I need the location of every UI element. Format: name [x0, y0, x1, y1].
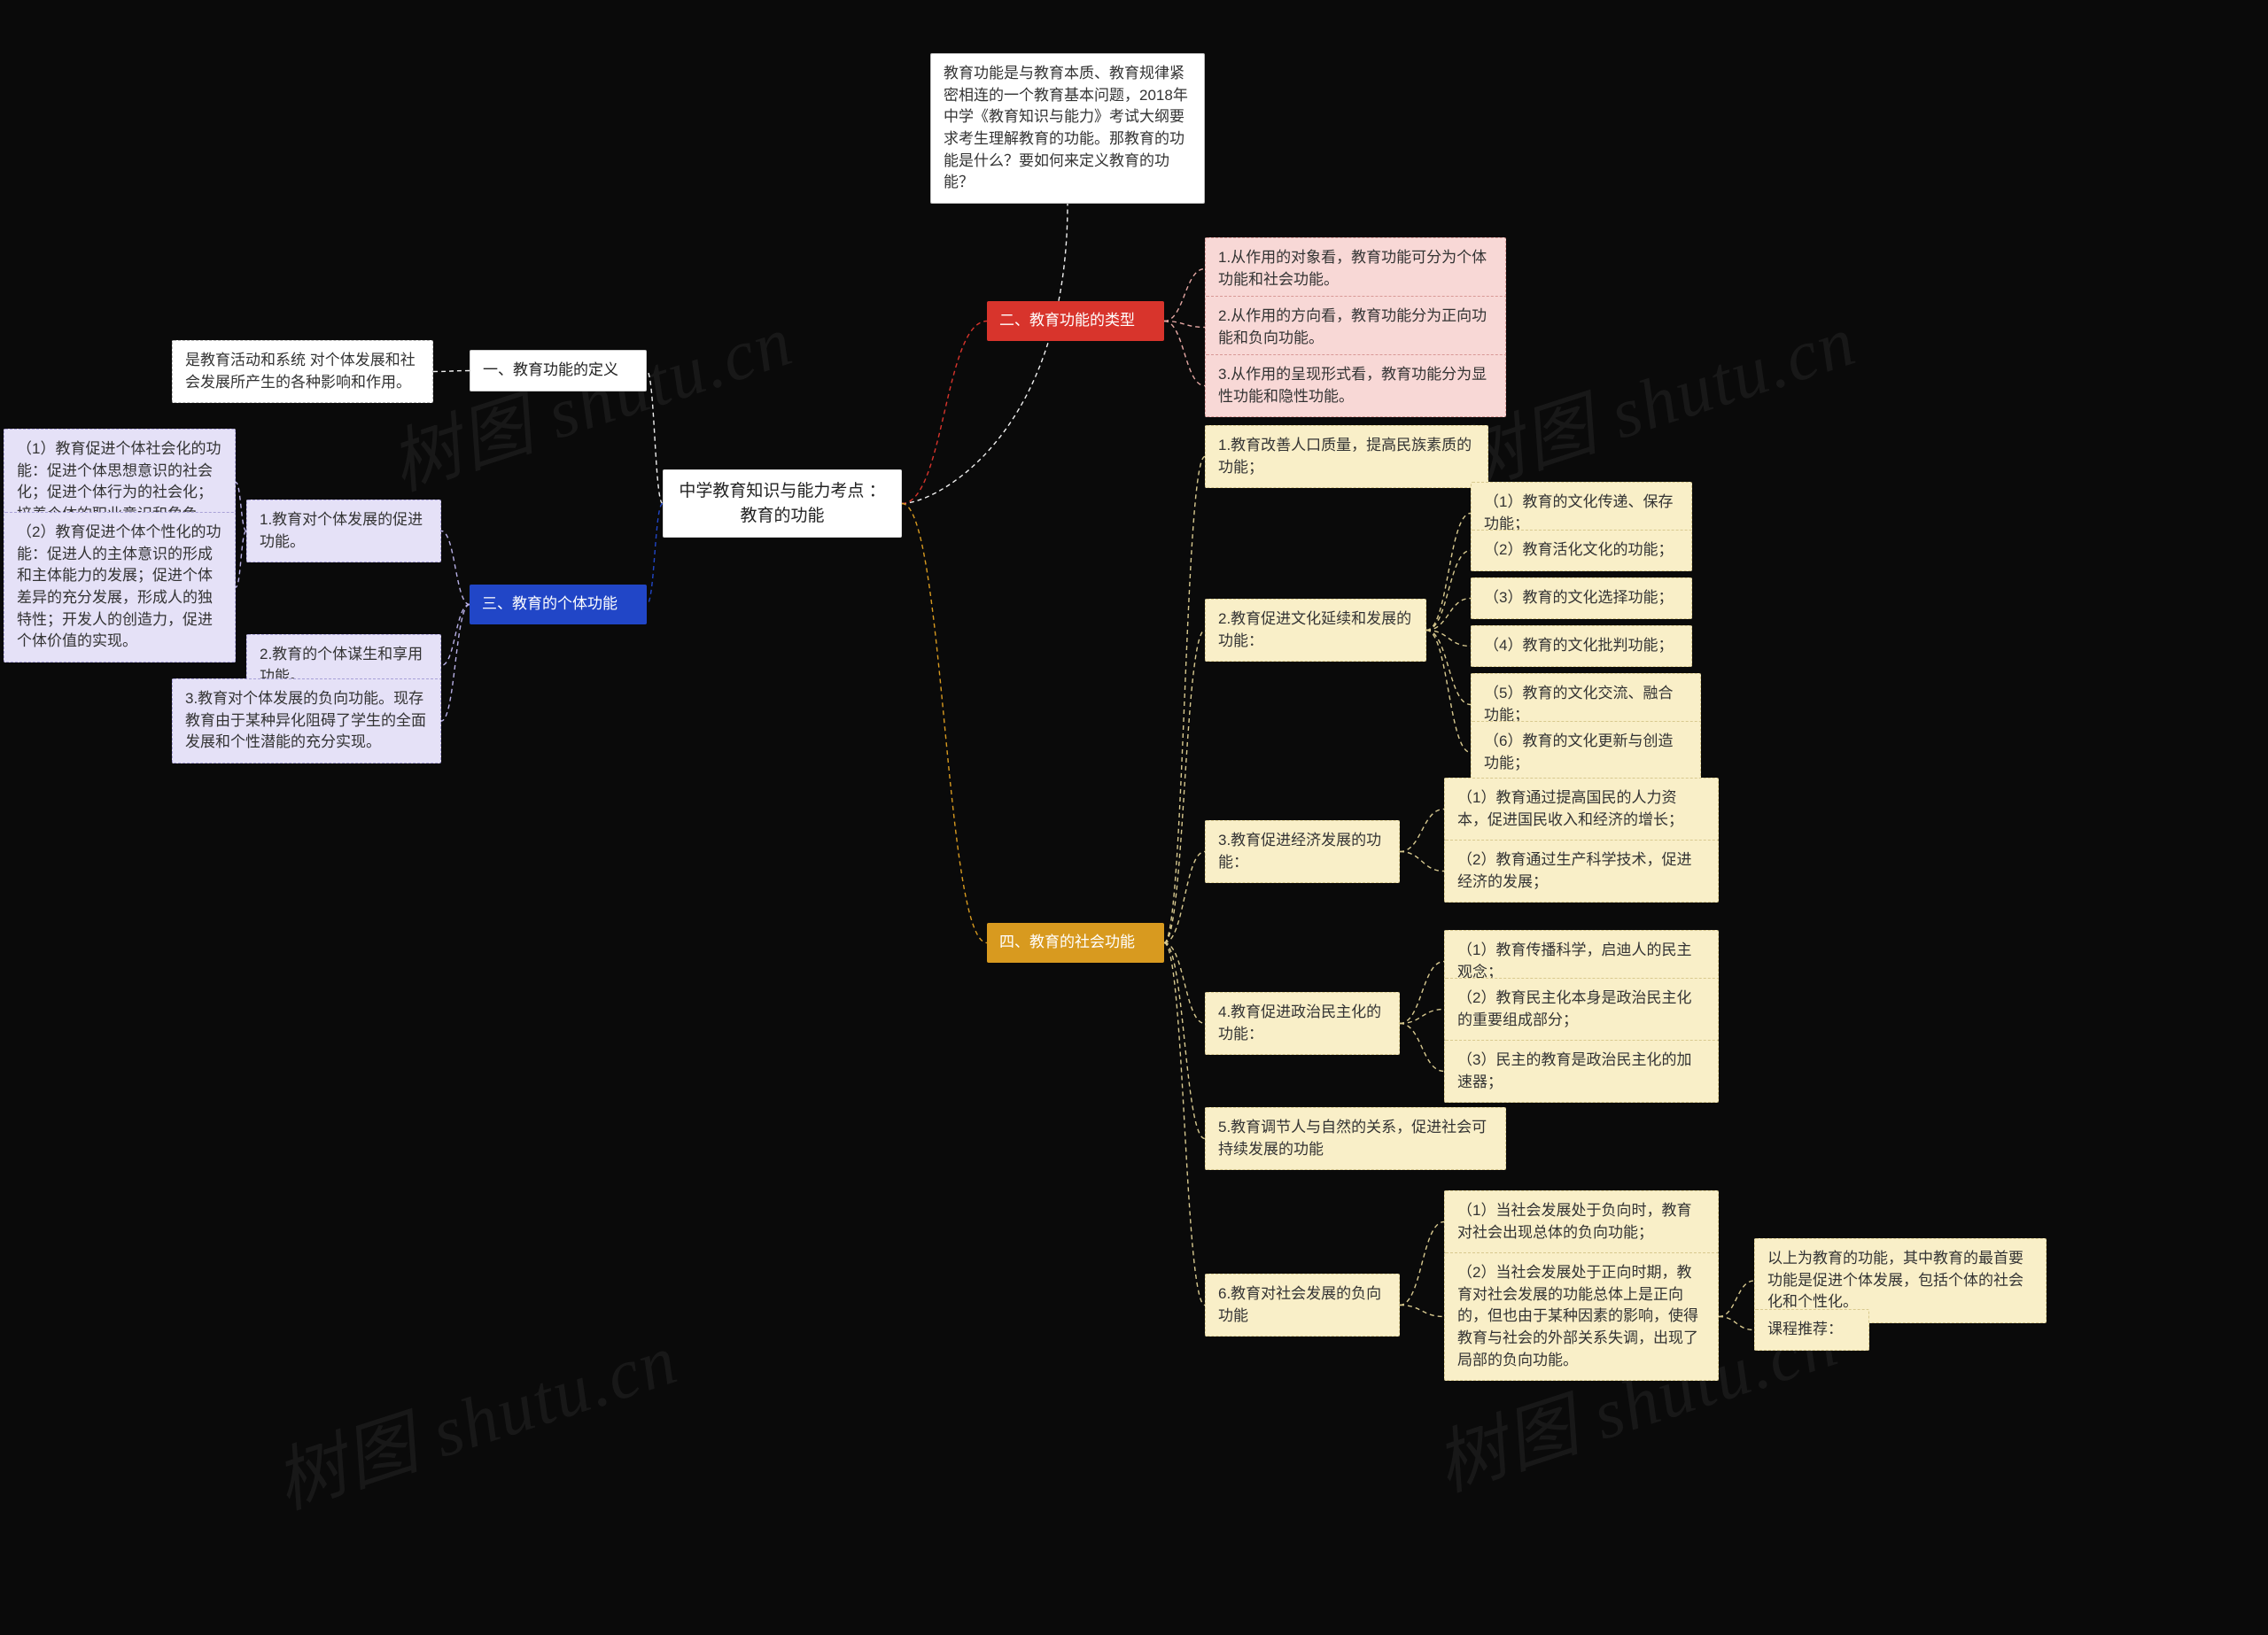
node-s4f2[interactable]: （2）当社会发展处于正向时期，教育对社会发展的功能总体上是正向的，但也由于某种因…: [1444, 1252, 1719, 1381]
edge-layer: [0, 0, 2268, 1635]
edge: [1164, 269, 1205, 322]
edge: [1719, 1281, 1754, 1317]
node-s2[interactable]: 二、教育功能的类型: [987, 301, 1164, 341]
edge: [236, 531, 246, 588]
edge: [1719, 1317, 1754, 1330]
node-s4[interactable]: 四、教育的社会功能: [987, 923, 1164, 963]
edge: [1426, 514, 1471, 631]
node-s4f2b[interactable]: 课程推荐：: [1754, 1309, 1869, 1351]
edge: [1400, 1306, 1444, 1317]
edge: [902, 504, 987, 943]
node-s4c1[interactable]: （1）教育通过提高国民的人力资本，促进国民收入和经济的增长；: [1444, 778, 1719, 841]
edge: [1164, 631, 1205, 943]
edge: [236, 483, 246, 531]
edge: [1400, 962, 1444, 1024]
edge: [1400, 852, 1444, 872]
node-s4a[interactable]: 1.教育改善人口质量，提高民族素质的功能；: [1205, 425, 1488, 488]
edge: [902, 204, 1068, 504]
edge: [1426, 551, 1471, 631]
edge: [1164, 322, 1205, 328]
node-s4c2[interactable]: （2）教育通过生产科学技术，促进经济的发展；: [1444, 840, 1719, 903]
edge: [1426, 631, 1471, 647]
edge: [647, 504, 663, 605]
node-s4b[interactable]: 2.教育促进文化延续和发展的功能：: [1205, 599, 1426, 662]
edge: [1426, 631, 1471, 705]
edge: [1400, 1010, 1444, 1024]
node-s4d[interactable]: 4.教育促进政治民主化的功能：: [1205, 992, 1400, 1055]
node-intro[interactable]: 教育功能是与教育本质、教育规律紧密相连的一个教育基本问题，2018年中学《教育知…: [930, 53, 1205, 204]
edge: [1164, 943, 1205, 1024]
node-s1a[interactable]: 是教育活动和系统 对个体发展和社会发展所产生的各种影响和作用。: [172, 340, 433, 403]
node-s3[interactable]: 三、教育的个体功能: [470, 585, 647, 624]
node-s3c[interactable]: 3.教育对个体发展的负向功能。现存教育由于某种异化阻碍了学生的全面发展和个性潜能…: [172, 678, 441, 763]
edge: [902, 322, 987, 504]
edge: [441, 605, 470, 666]
edge: [1164, 943, 1205, 1306]
edge: [1400, 1222, 1444, 1306]
node-s3a2[interactable]: （2）教育促进个体个性化的功能：促进人的主体意识的形成和主体能力的发展；促进个体…: [4, 512, 236, 663]
edge: [1164, 457, 1205, 943]
node-s2c[interactable]: 3.从作用的呈现形式看，教育功能分为显性功能和隐性功能。: [1205, 354, 1506, 417]
edge: [1164, 943, 1205, 1139]
node-s4d3[interactable]: （3）民主的教育是政治民主化的加速器；: [1444, 1040, 1719, 1103]
node-s4e[interactable]: 5.教育调节人与自然的关系，促进社会可持续发展的功能: [1205, 1107, 1506, 1170]
mindmap-canvas: 树图 shutu.cn树图 shutu.cn树图 shutu.cn树图 shut…: [0, 0, 2268, 1635]
node-s4d2[interactable]: （2）教育民主化本身是政治民主化的重要组成部分；: [1444, 978, 1719, 1041]
edge: [441, 531, 470, 605]
edge: [1400, 1024, 1444, 1072]
node-s3a[interactable]: 1.教育对个体发展的促进功能。: [246, 500, 441, 562]
node-s2a[interactable]: 1.从作用的对象看，教育功能可分为个体功能和社会功能。: [1205, 237, 1506, 300]
edge: [1164, 322, 1205, 386]
edge: [441, 605, 470, 722]
edge: [433, 371, 470, 372]
node-s4f1[interactable]: （1）当社会发展处于负向时，教育对社会出现总体的负向功能；: [1444, 1190, 1719, 1253]
edge: [1426, 631, 1471, 753]
edge: [647, 371, 663, 504]
node-root[interactable]: 中学教育知识与能力考点 ：教育的功能: [663, 469, 902, 538]
node-s1[interactable]: 一、教育功能的定义: [470, 350, 647, 391]
watermark: 树图 shutu.cn: [260, 1302, 689, 1529]
edge: [1426, 599, 1471, 631]
node-s4b3[interactable]: （3）教育的文化选择功能；: [1471, 577, 1692, 619]
edge: [1164, 852, 1205, 943]
node-s4f[interactable]: 6.教育对社会发展的负向功能: [1205, 1274, 1400, 1337]
node-s4b2[interactable]: （2）教育活化文化的功能；: [1471, 530, 1692, 571]
node-s4b6[interactable]: （6）教育的文化更新与创造功能；: [1471, 721, 1701, 784]
edge: [1400, 810, 1444, 852]
node-s2b[interactable]: 2.从作用的方向看，教育功能分为正向功能和负向功能。: [1205, 296, 1506, 359]
node-s4b4[interactable]: （4）教育的文化批判功能；: [1471, 625, 1692, 667]
node-s4c[interactable]: 3.教育促进经济发展的功能：: [1205, 820, 1400, 883]
